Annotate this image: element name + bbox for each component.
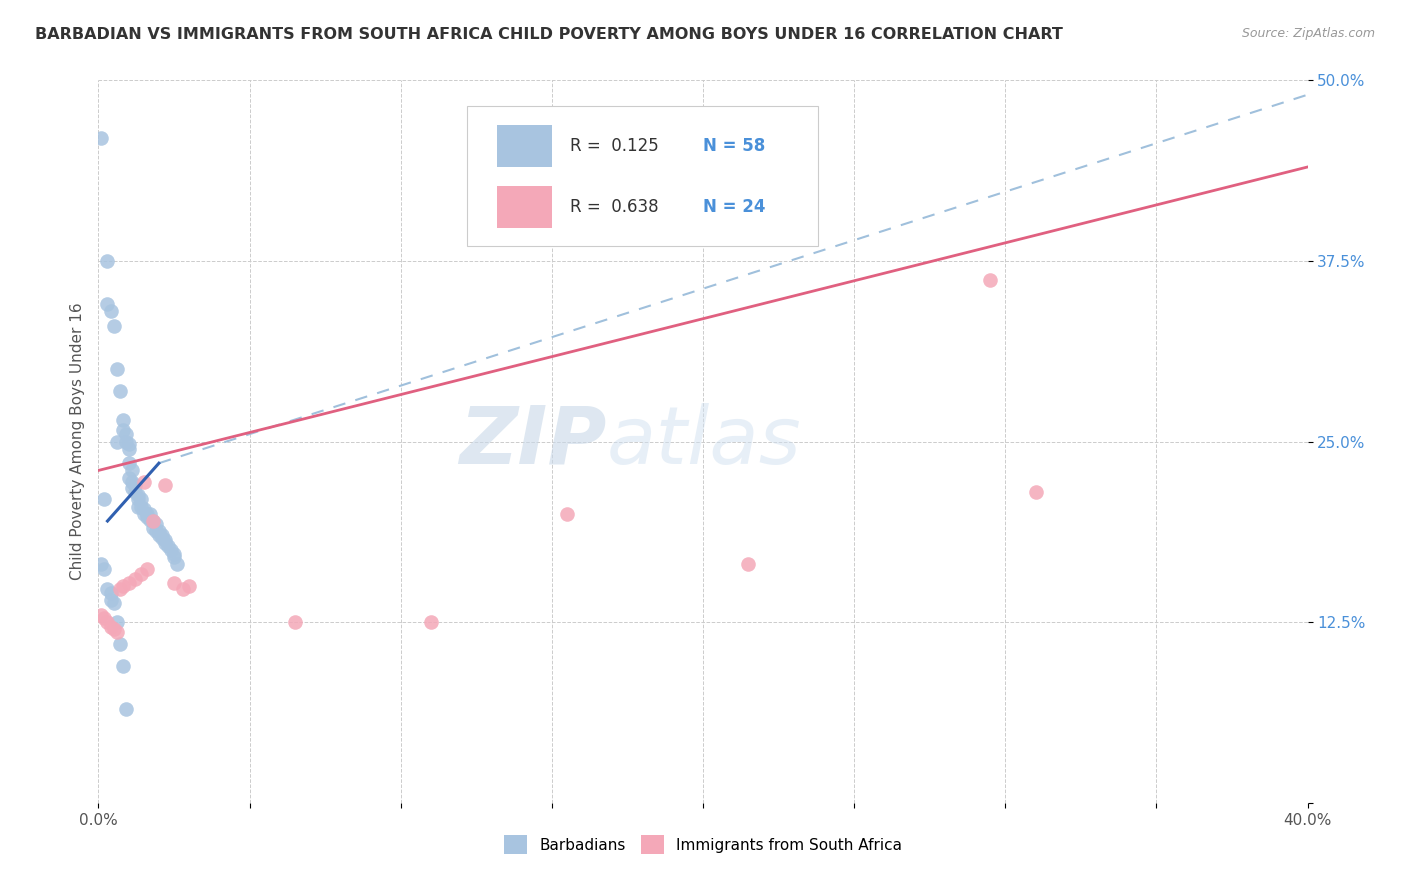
Point bbox=[142, 521, 165, 535]
Point bbox=[118, 470, 141, 484]
Point bbox=[108, 384, 131, 398]
Point bbox=[127, 500, 149, 514]
Point bbox=[148, 524, 170, 538]
Point bbox=[555, 507, 578, 521]
Point bbox=[139, 512, 162, 526]
Point bbox=[124, 485, 146, 500]
Point bbox=[132, 502, 155, 516]
Point bbox=[105, 625, 128, 640]
Point bbox=[124, 572, 146, 586]
Point bbox=[979, 273, 1001, 287]
Point bbox=[284, 615, 307, 630]
Point bbox=[103, 596, 125, 610]
Point bbox=[111, 413, 134, 427]
Point bbox=[172, 582, 194, 596]
Text: R =  0.638: R = 0.638 bbox=[569, 198, 658, 217]
Point bbox=[150, 528, 173, 542]
Point bbox=[103, 623, 125, 637]
Point bbox=[121, 463, 143, 477]
Point bbox=[153, 478, 176, 492]
Point bbox=[139, 507, 162, 521]
Point bbox=[166, 558, 188, 572]
Point bbox=[105, 615, 128, 630]
Point bbox=[93, 562, 115, 576]
Point bbox=[179, 579, 201, 593]
Point bbox=[129, 567, 152, 582]
Point bbox=[127, 488, 149, 502]
FancyBboxPatch shape bbox=[498, 125, 551, 167]
Point bbox=[1024, 485, 1046, 500]
Point bbox=[145, 516, 167, 531]
Point bbox=[163, 576, 186, 591]
Point bbox=[111, 423, 134, 437]
Point bbox=[156, 539, 179, 553]
Point bbox=[153, 533, 176, 547]
Text: ZIP: ZIP bbox=[458, 402, 606, 481]
Point bbox=[108, 582, 131, 596]
Point bbox=[96, 253, 118, 268]
Point bbox=[114, 427, 136, 442]
Point bbox=[163, 547, 186, 561]
Point bbox=[90, 607, 112, 622]
Point bbox=[93, 611, 115, 625]
Point bbox=[118, 442, 141, 456]
FancyBboxPatch shape bbox=[498, 186, 551, 228]
Point bbox=[153, 535, 176, 549]
Point bbox=[420, 615, 443, 630]
Point bbox=[118, 576, 141, 591]
Point bbox=[127, 492, 149, 507]
Point bbox=[163, 550, 186, 565]
Point bbox=[124, 478, 146, 492]
Point bbox=[111, 579, 134, 593]
Point bbox=[148, 528, 170, 542]
Legend: Barbadians, Immigrants from South Africa: Barbadians, Immigrants from South Africa bbox=[498, 830, 908, 860]
Point bbox=[129, 492, 152, 507]
Point bbox=[142, 514, 165, 528]
Point bbox=[737, 558, 759, 572]
Point bbox=[160, 542, 183, 557]
Point bbox=[142, 514, 165, 528]
Point bbox=[135, 562, 157, 576]
Point bbox=[93, 492, 115, 507]
Point bbox=[132, 475, 155, 489]
Point bbox=[132, 507, 155, 521]
Point bbox=[118, 456, 141, 470]
Point bbox=[135, 509, 157, 524]
Point bbox=[96, 582, 118, 596]
Point bbox=[105, 362, 128, 376]
Point bbox=[90, 131, 112, 145]
Point bbox=[96, 615, 118, 630]
Point bbox=[100, 304, 122, 318]
Text: Source: ZipAtlas.com: Source: ZipAtlas.com bbox=[1241, 27, 1375, 40]
Point bbox=[90, 558, 112, 572]
Text: N = 24: N = 24 bbox=[703, 198, 765, 217]
Point bbox=[150, 532, 173, 546]
Point bbox=[121, 475, 143, 489]
Text: atlas: atlas bbox=[606, 402, 801, 481]
Point bbox=[129, 500, 152, 514]
Point bbox=[100, 593, 122, 607]
Point bbox=[105, 434, 128, 449]
FancyBboxPatch shape bbox=[467, 105, 818, 246]
Text: BARBADIAN VS IMMIGRANTS FROM SOUTH AFRICA CHILD POVERTY AMONG BOYS UNDER 16 CORR: BARBADIAN VS IMMIGRANTS FROM SOUTH AFRIC… bbox=[35, 27, 1063, 42]
Point bbox=[145, 524, 167, 538]
Point bbox=[103, 318, 125, 333]
Point bbox=[118, 437, 141, 451]
Point bbox=[111, 658, 134, 673]
Point bbox=[121, 481, 143, 495]
Point bbox=[135, 507, 157, 521]
Point bbox=[100, 586, 122, 600]
Point bbox=[114, 702, 136, 716]
Point bbox=[114, 434, 136, 449]
Text: R =  0.125: R = 0.125 bbox=[569, 137, 659, 155]
Y-axis label: Child Poverty Among Boys Under 16: Child Poverty Among Boys Under 16 bbox=[69, 302, 84, 581]
Text: N = 58: N = 58 bbox=[703, 137, 765, 155]
Point bbox=[96, 297, 118, 311]
Point bbox=[100, 619, 122, 633]
Point bbox=[108, 637, 131, 651]
